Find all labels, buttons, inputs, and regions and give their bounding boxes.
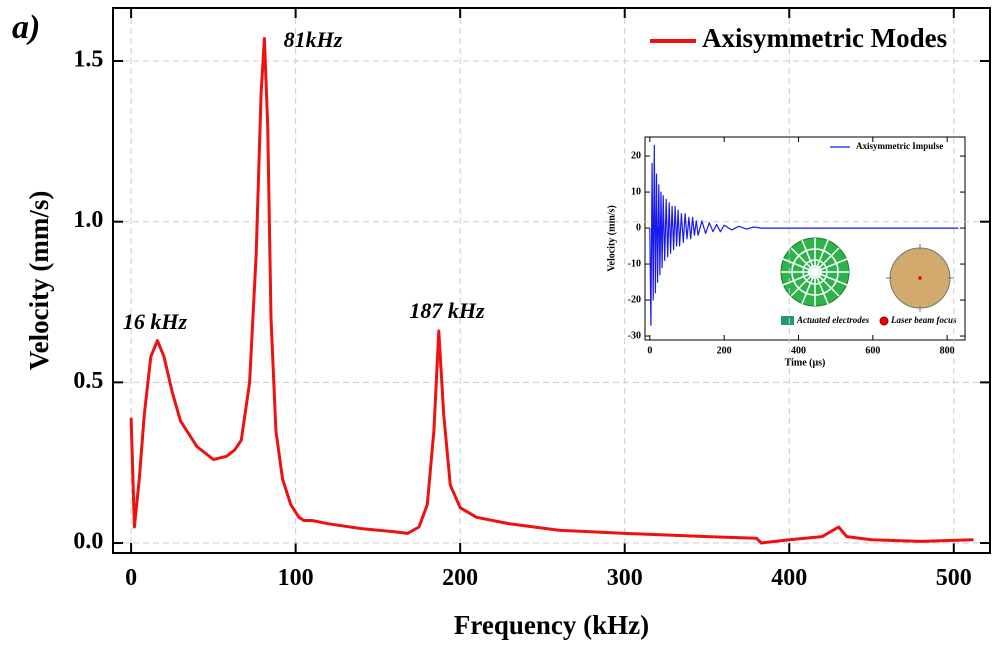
electrode-swatch bbox=[781, 316, 794, 325]
data-line bbox=[129, 37, 974, 545]
legend-label: Axisymmetric Impulse bbox=[856, 141, 943, 151]
laser-label: Laser beam focus bbox=[890, 315, 957, 325]
y-axis-label: Velocity (mm/s) bbox=[24, 191, 54, 371]
x-tick-label: 100 bbox=[278, 565, 314, 591]
peak-annotation: 16 kHz bbox=[123, 309, 188, 334]
x-tick-label: 200 bbox=[717, 345, 732, 356]
x-axis-label: Frequency (kHz) bbox=[454, 610, 649, 640]
x-tick-label: 0 bbox=[125, 565, 137, 591]
plot-frame bbox=[112, 7, 991, 554]
electrode-disc bbox=[780, 237, 850, 307]
x-tick-label: 800 bbox=[940, 345, 955, 356]
y-tick-label: 20 bbox=[631, 150, 641, 161]
x-tick-label: 200 bbox=[442, 565, 478, 591]
y-tick-label: 1.0 bbox=[73, 207, 103, 233]
x-tick-label: 400 bbox=[771, 565, 807, 591]
x-tick-label: 0 bbox=[647, 345, 652, 356]
peak-annotation: 81kHz bbox=[284, 27, 343, 52]
y-tick-label: 1.5 bbox=[73, 47, 103, 73]
inset-frame bbox=[644, 136, 966, 341]
y-tick-label: 0.0 bbox=[73, 529, 103, 555]
x-tick-label: 600 bbox=[865, 345, 880, 356]
y-tick-label: 0 bbox=[636, 222, 641, 233]
y-axis-label: Velocity (mm/s) bbox=[606, 205, 617, 272]
panel-label: a) bbox=[12, 9, 40, 46]
peak-annotation: 187 kHz bbox=[409, 298, 485, 323]
legend-label: Axisymmetric Modes bbox=[702, 23, 947, 53]
y-tick-label: 10 bbox=[631, 186, 641, 197]
x-tick-label: 400 bbox=[791, 345, 806, 356]
data-line bbox=[649, 144, 959, 326]
x-axis-label: Time (μs) bbox=[785, 357, 826, 368]
y-tick-label: -20 bbox=[628, 294, 641, 305]
x-tick-label: 300 bbox=[607, 565, 643, 591]
y-tick-label: 0.5 bbox=[73, 368, 103, 394]
electrode-label: Actuated electrodes bbox=[796, 315, 870, 325]
y-tick-label: -30 bbox=[628, 330, 641, 341]
laser-disc bbox=[886, 244, 954, 312]
y-tick-label: -10 bbox=[628, 258, 641, 269]
laser-swatch bbox=[879, 316, 889, 326]
x-tick-label: 500 bbox=[936, 565, 972, 591]
